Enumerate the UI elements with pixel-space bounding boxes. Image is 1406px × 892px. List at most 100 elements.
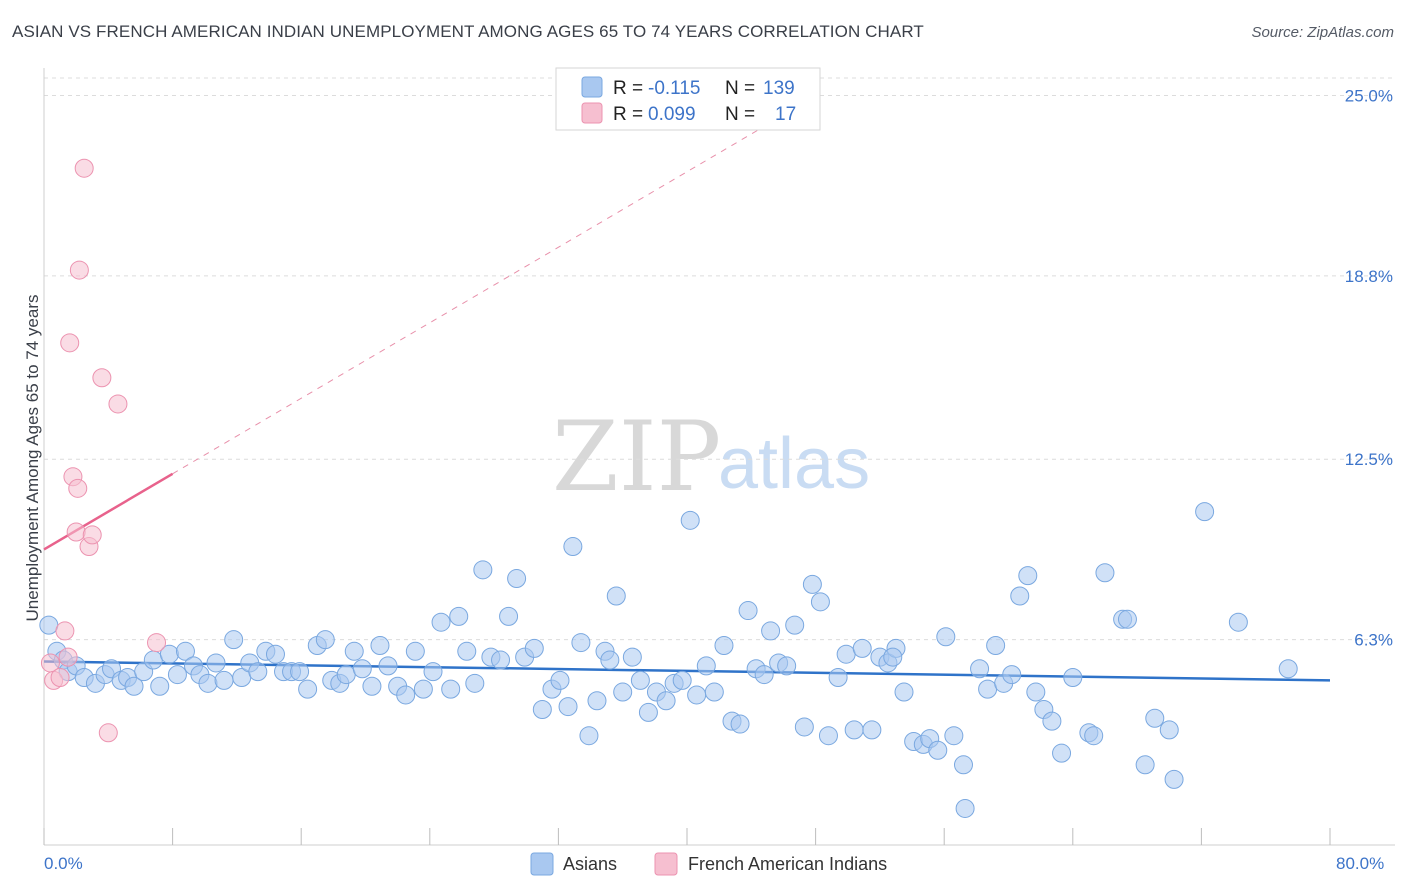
asians-point xyxy=(413,679,433,699)
series-legend-label-french: French American Indians xyxy=(688,854,887,874)
asians-point xyxy=(491,650,511,670)
asians-point xyxy=(499,606,519,626)
asians-point xyxy=(431,612,451,632)
asians-point xyxy=(1145,708,1165,728)
asians-point xyxy=(944,726,964,746)
asians-point xyxy=(802,574,822,594)
asians-point xyxy=(638,702,658,722)
french-american-indians-point xyxy=(58,647,78,667)
asians-point xyxy=(630,670,650,690)
asians-point xyxy=(844,720,864,740)
asians-point xyxy=(248,662,268,682)
legend-n-label-asians: N = xyxy=(725,78,755,99)
asians-point xyxy=(810,592,830,612)
asians-point xyxy=(836,644,856,664)
asians-point xyxy=(777,656,797,676)
series-french-american-indians-points xyxy=(40,158,167,743)
french-american-indians-point xyxy=(69,260,89,280)
asians-point xyxy=(600,650,620,670)
asians-point xyxy=(955,798,975,818)
asians-point xyxy=(290,662,310,682)
asians-point xyxy=(473,560,493,580)
axes xyxy=(43,68,1395,846)
asians-point xyxy=(265,644,285,664)
legend-swatch-french xyxy=(581,102,603,124)
asians-point xyxy=(1042,711,1062,731)
asians-point xyxy=(524,638,544,658)
stats-legend: R = -0.115 N = 139 R = 0.099 N = 17 xyxy=(555,67,821,131)
asians-point xyxy=(656,691,676,711)
french-american-indians-point xyxy=(68,478,88,498)
asians-point xyxy=(704,682,724,702)
asians-point xyxy=(457,641,477,661)
legend-r-value-french: 0.099 xyxy=(648,104,696,125)
asians-point xyxy=(206,653,226,673)
asians-point xyxy=(571,633,591,653)
asians-point xyxy=(344,641,364,661)
asians-point xyxy=(558,697,578,717)
asians-point xyxy=(928,740,948,760)
asians-point xyxy=(1084,726,1104,746)
asians-point xyxy=(818,726,838,746)
asians-point xyxy=(613,682,633,702)
legend-n-label-french: N = xyxy=(725,104,755,125)
chart-title: ASIAN VS FRENCH AMERICAN INDIAN UNEMPLOY… xyxy=(12,22,924,41)
asians-point xyxy=(696,656,716,676)
asians-point xyxy=(1002,665,1022,685)
french-american-indians-point xyxy=(92,368,112,388)
watermark-zip: ZIP xyxy=(552,401,721,513)
asians-point xyxy=(687,685,707,705)
french-american-indians-point xyxy=(74,158,94,178)
asians-point xyxy=(1164,769,1184,789)
asians-point xyxy=(680,510,700,530)
y-tick-label: 6.3% xyxy=(1354,631,1393,650)
asians-point xyxy=(785,615,805,635)
asians-point xyxy=(1026,682,1046,702)
y-tick-labels: 6.3% 12.5% 18.8% 25.0% xyxy=(1345,86,1393,649)
french-american-indians-point xyxy=(98,723,118,743)
asians-point xyxy=(828,667,848,687)
series-legend-swatch-french xyxy=(654,852,678,876)
legend-r-value-asians: -0.115 xyxy=(648,78,700,99)
asians-point xyxy=(224,630,244,650)
asians-point xyxy=(953,755,973,775)
asians-point xyxy=(550,670,570,690)
asians-point xyxy=(1135,755,1155,775)
asians-point xyxy=(39,615,59,635)
series-asians-points xyxy=(39,502,1298,818)
french-american-indians-point xyxy=(60,333,80,353)
asians-point xyxy=(852,638,872,658)
asians-point xyxy=(738,601,758,621)
asians-point xyxy=(423,662,443,682)
asians-point xyxy=(441,679,461,699)
legend-n-value-asians: 139 xyxy=(763,78,795,99)
y-tick-label: 25.0% xyxy=(1345,86,1393,105)
asians-point xyxy=(1195,502,1215,522)
asians-point xyxy=(1117,609,1137,629)
asians-point xyxy=(507,569,527,589)
legend-r-label-french: R = xyxy=(613,104,643,125)
x-tick-marks xyxy=(43,828,1331,845)
asians-point xyxy=(124,676,144,696)
asians-point xyxy=(730,714,750,734)
asians-point xyxy=(587,691,607,711)
asians-point xyxy=(167,665,187,685)
french-american-indians-point xyxy=(66,522,86,542)
asians-point xyxy=(214,670,234,690)
asians-point xyxy=(150,676,170,696)
asians-point xyxy=(1159,720,1179,740)
legend-swatch-asians xyxy=(581,76,603,98)
asians-point xyxy=(606,586,626,606)
asians-point xyxy=(198,673,218,693)
asians-point xyxy=(298,679,318,699)
asians-point xyxy=(396,685,416,705)
asians-point xyxy=(1010,586,1030,606)
french-american-indians-point xyxy=(55,621,75,641)
asians-point xyxy=(862,720,882,740)
y-tick-label: 12.5% xyxy=(1345,450,1393,469)
asians-point xyxy=(1228,612,1248,632)
x-tick-label-min: 0.0% xyxy=(44,854,83,873)
asians-point xyxy=(465,673,485,693)
x-tick-label-max: 80.0% xyxy=(1336,854,1384,873)
watermark-atlas: atlas xyxy=(718,424,870,504)
